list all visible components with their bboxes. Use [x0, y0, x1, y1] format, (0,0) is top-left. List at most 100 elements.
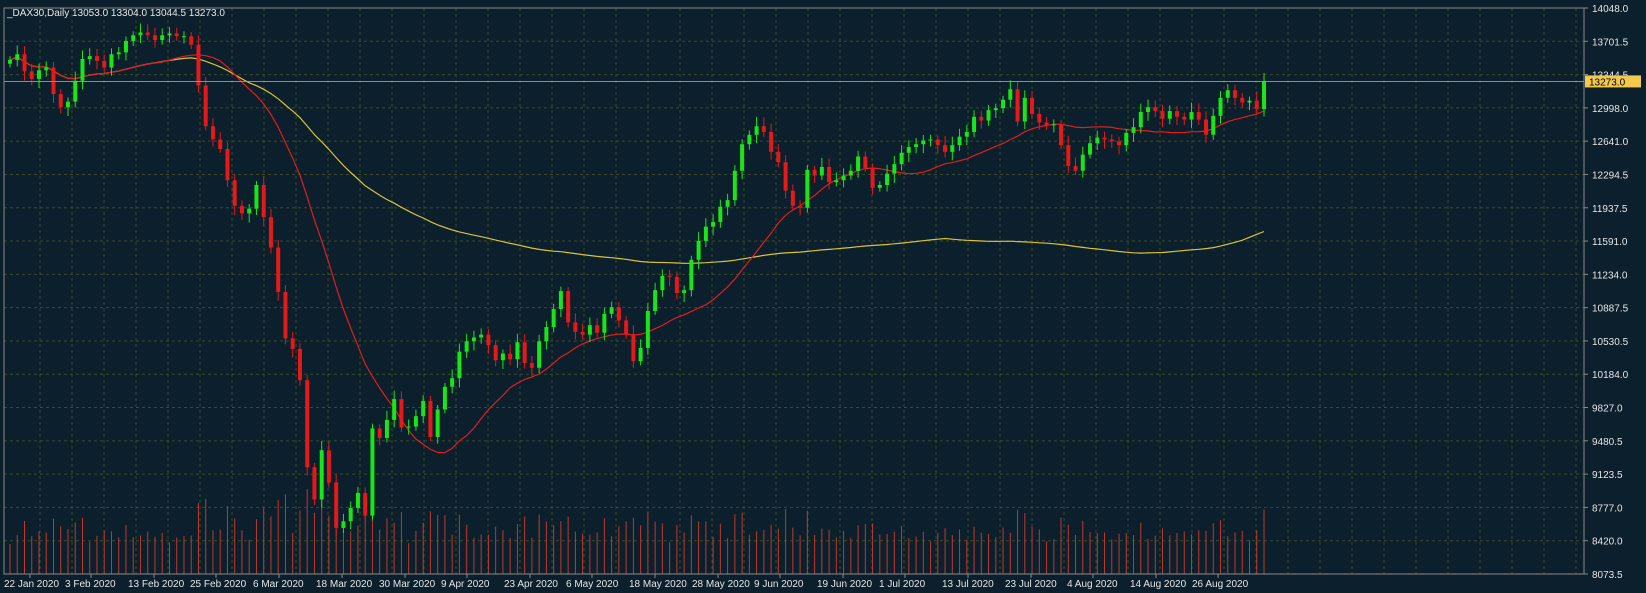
candle-body: [892, 164, 897, 174]
candle-body: [1051, 124, 1056, 126]
candle-body: [1088, 143, 1093, 155]
x-tick-label: 13 Feb 2020: [128, 579, 185, 590]
candle-body: [1022, 97, 1027, 122]
candle-body: [268, 217, 273, 248]
candle-body: [1196, 112, 1201, 120]
candle-body: [174, 33, 179, 37]
candle-body: [413, 416, 418, 427]
x-tick-label: 30 Mar 2020: [379, 579, 436, 590]
candle-body: [44, 67, 49, 71]
x-tick-label: 23 Jul 2020: [1005, 579, 1057, 590]
y-tick-label: 10530.5: [1592, 337, 1629, 348]
y-tick-label: 9480.5: [1592, 437, 1623, 448]
y-tick-label: 10184.0: [1592, 370, 1629, 381]
candle-body: [689, 259, 694, 291]
x-tick-label: 26 Aug 2020: [1192, 579, 1249, 590]
candle-body: [1254, 100, 1259, 110]
candle-body: [870, 167, 875, 188]
candle-body: [1233, 90, 1237, 98]
candle-body: [29, 71, 34, 79]
candle-body: [602, 313, 607, 333]
candle-body: [450, 378, 455, 387]
candle-body: [471, 337, 476, 342]
y-tick-label: 11591.0: [1592, 237, 1628, 248]
candle-body: [631, 334, 636, 362]
candle-body: [856, 156, 861, 171]
x-tick-label: 6 Mar 2020: [253, 579, 304, 590]
candle-body: [573, 322, 578, 332]
candle-body: [754, 126, 759, 135]
candle-body: [1073, 166, 1078, 171]
candle-body: [276, 247, 281, 293]
candle-body: [1044, 122, 1049, 126]
candle-body: [921, 140, 926, 145]
candle-body: [189, 36, 194, 45]
candle-body: [479, 334, 484, 338]
candle-body: [993, 108, 998, 111]
candle-body: [116, 52, 121, 55]
candle-body: [334, 482, 339, 528]
candle-body: [667, 275, 672, 277]
candle-body: [1037, 113, 1042, 123]
x-tick-label: 18 Mar 2020: [316, 579, 373, 590]
ohlc-readout: 13053.0 13304.0 13044.5 13273.0: [72, 8, 225, 19]
x-tick-label: 14 Aug 2020: [1130, 579, 1187, 590]
candle-body: [384, 419, 389, 438]
candle-body: [551, 309, 556, 328]
candle-body: [283, 292, 288, 339]
candle-body: [558, 291, 563, 310]
candle-body: [1189, 112, 1194, 120]
y-tick-label: 14048.0: [1592, 4, 1629, 15]
candle-body: [638, 347, 643, 362]
candle-body: [1066, 145, 1071, 167]
candle-body: [885, 173, 890, 185]
y-tick-label: 12294.5: [1592, 170, 1629, 181]
candle-body: [645, 310, 650, 348]
candle-body: [1015, 89, 1020, 122]
candle-body: [1153, 107, 1158, 112]
candle-body: [914, 144, 919, 148]
candle-body: [290, 338, 295, 349]
y-tick-label: 10887.5: [1592, 304, 1629, 315]
candle-body: [529, 363, 534, 368]
candle-body: [1117, 141, 1122, 146]
candle-body: [957, 136, 962, 146]
candle-body: [515, 342, 520, 360]
candle-body: [145, 32, 150, 36]
candle-body: [457, 351, 462, 379]
x-tick-label: 1 Jul 2020: [879, 579, 926, 590]
candles: [8, 23, 1266, 536]
candle-body: [660, 275, 665, 291]
candle-body: [761, 126, 766, 132]
candle-body: [718, 206, 723, 222]
candle-body: [363, 492, 368, 516]
x-tick-label: 4 Aug 2020: [1067, 579, 1118, 590]
y-tick-label: 11234.0: [1592, 270, 1628, 281]
candle-body: [1167, 111, 1172, 119]
candle-body: [747, 134, 752, 145]
candle-body: [109, 54, 114, 68]
candle-body: [493, 345, 498, 361]
candle-body: [305, 380, 310, 468]
candle-body: [1247, 100, 1252, 103]
candle-body: [1001, 99, 1006, 109]
candle-body: [812, 169, 817, 176]
candle-body: [1204, 119, 1209, 135]
candle-body: [1138, 112, 1143, 128]
candle-body: [138, 32, 143, 36]
candle-body: [203, 85, 208, 127]
candle-body: [841, 175, 846, 181]
candle-body: [319, 450, 324, 500]
candle-body: [1131, 127, 1136, 133]
candle-body: [377, 428, 382, 438]
title: _DAX30,Daily 13053.0 13304.0 13044.5 132…: [6, 8, 225, 19]
candle-body: [972, 116, 977, 132]
x-tick-label: 19 Jun 2020: [817, 579, 872, 590]
candle-body: [181, 36, 186, 38]
candle-body: [500, 353, 505, 361]
y-tick-label: 8420.0: [1592, 537, 1623, 548]
candle-body: [1225, 90, 1230, 98]
candle-body: [210, 126, 215, 140]
